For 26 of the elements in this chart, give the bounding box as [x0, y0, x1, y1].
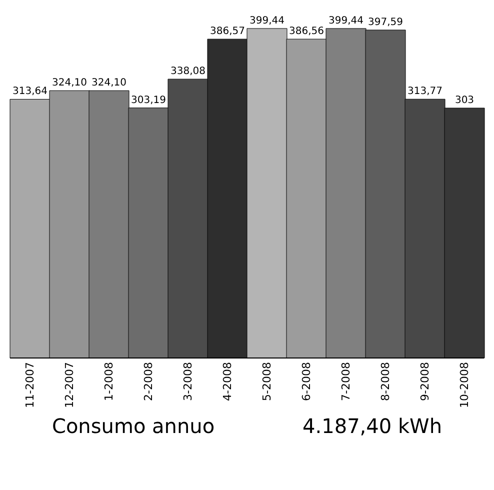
text: Consumo annuo: [52, 414, 215, 438]
data-label: 313,77: [408, 86, 442, 98]
data-label: 338,08: [170, 66, 206, 78]
data-label: 386,56: [289, 26, 324, 38]
x-tick-label: 11-2007: [24, 362, 37, 408]
data-label: 386,57: [210, 26, 245, 38]
x-tick-label: 12-2007: [63, 362, 76, 408]
x-tick-label: 6-2008: [300, 362, 314, 401]
data-label: 324,10: [52, 78, 87, 89]
data-label: 324,10: [92, 78, 126, 89]
data-label: 399,44: [328, 15, 364, 26]
data-label: 313,64: [12, 86, 48, 98]
x-tick-label: 9-2008: [418, 362, 432, 401]
x-tick-label: 5-2008: [260, 362, 274, 401]
x-tick-label: 3-2008: [182, 362, 195, 401]
x-tick-label: 7-2008: [340, 362, 353, 401]
data-label: 303: [454, 95, 474, 106]
x-tick-label: 2-2008: [142, 362, 156, 401]
data-label: 303,19: [131, 94, 166, 106]
x-tick-label: 4-2008: [221, 362, 234, 401]
x-tick-label: 10-2008: [458, 362, 472, 408]
x-tick-label: 1-2008: [102, 362, 116, 401]
x-tick-label: 8-2008: [379, 362, 392, 401]
data-label: 397,59: [368, 16, 403, 28]
text: 4.187,40 kWh: [302, 414, 442, 438]
data-label: 399,44: [250, 15, 284, 26]
